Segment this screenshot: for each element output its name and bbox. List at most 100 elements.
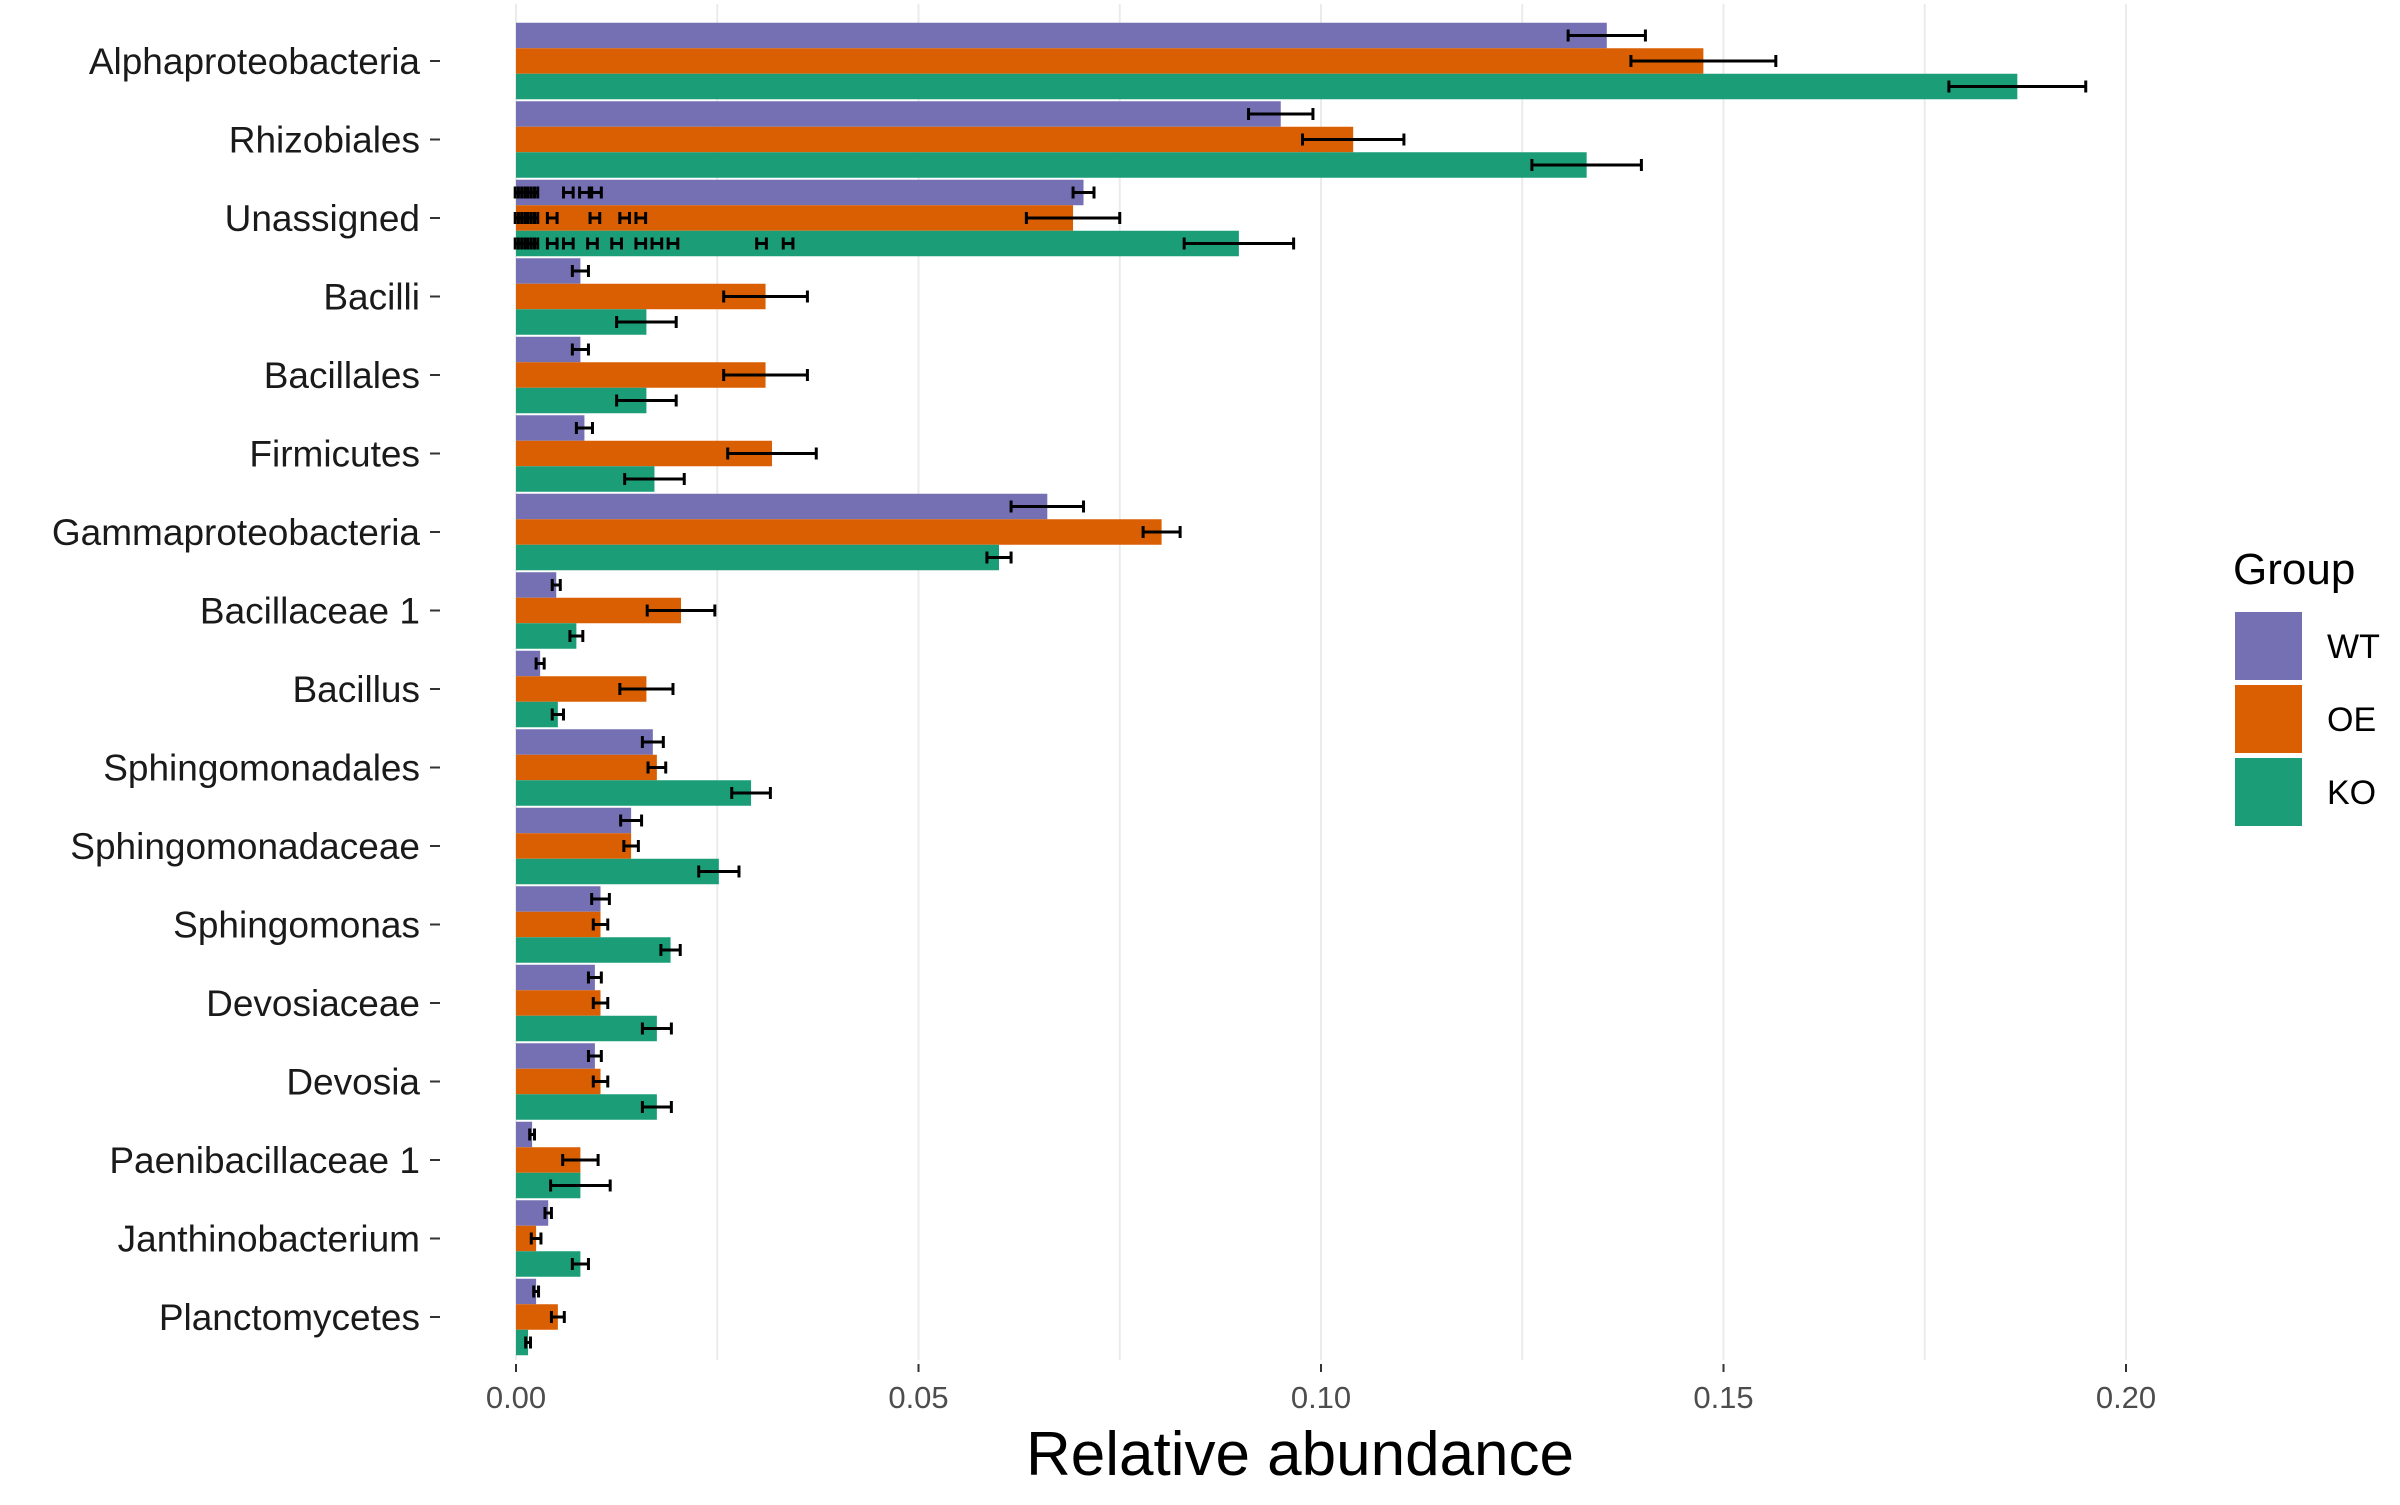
extra-error-bar-unassigned-oe xyxy=(618,212,632,224)
bar-devosia-oe xyxy=(516,1068,601,1095)
category-label-rhizobiales: Rhizobiales xyxy=(229,120,420,161)
error-bar-gammaproteobacteria-oe xyxy=(1141,526,1182,538)
error-bar-sphingomonadales-wt xyxy=(640,736,665,748)
category-label-sphingomonadaceae: Sphingomonadaceae xyxy=(70,826,420,867)
x-tick-label: 0.20 xyxy=(2096,1380,2156,1415)
bar-devosiaceae-wt xyxy=(516,964,595,991)
bar-paenibacillaceae-1-wt xyxy=(516,1121,533,1148)
legend-title: Group xyxy=(2233,545,2355,594)
legend-swatch-ko xyxy=(2235,758,2302,826)
x-tick-label: 0.15 xyxy=(1693,1380,1753,1415)
category-label-alphaproteobacteria: Alphaproteobacteria xyxy=(89,41,421,82)
extra-error-bar-unassigned-wt xyxy=(526,186,540,199)
bar-rhizobiales-ko xyxy=(516,152,1587,178)
x-axis-ticks: 0.00 0.05 0.10 0.15 0.20 xyxy=(486,1364,2156,1415)
error-bar-bacillus-oe xyxy=(618,683,675,695)
error-bar-janthinobacterium-wt xyxy=(543,1207,553,1219)
error-bars-layer xyxy=(513,29,2088,1349)
error-bar-alphaproteobacteria-oe xyxy=(1629,55,1778,67)
error-bar-sphingomonas-wt xyxy=(590,893,611,905)
category-label-sphingomonas: Sphingomonas xyxy=(173,905,420,946)
bar-sphingomonadaceae-oe xyxy=(516,833,632,859)
extra-error-bar-unassigned-ko xyxy=(526,237,540,250)
error-bar-bacillaceae-1-ko xyxy=(568,630,585,642)
bar-janthinobacterium-oe xyxy=(516,1225,537,1252)
bar-sphingomonadales-ko xyxy=(516,780,752,806)
category-label-bacillales: Bacillales xyxy=(264,355,420,396)
legend-swatch-oe xyxy=(2235,685,2302,753)
extra-error-bar-unassigned-wt xyxy=(590,186,603,199)
error-bar-janthinobacterium-ko xyxy=(570,1258,590,1270)
error-bar-rhizobiales-wt xyxy=(1247,108,1315,120)
bar-sphingomonas-wt xyxy=(516,886,601,912)
extra-error-bar-unassigned-wt xyxy=(561,186,575,199)
category-label-bacillaceae-1: Bacillaceae 1 xyxy=(200,591,420,632)
bar-devosiaceae-oe xyxy=(516,990,601,1016)
error-bar-devosia-wt xyxy=(586,1050,603,1062)
extra-error-bar-unassigned-ko xyxy=(634,237,648,250)
extra-error-bar-unassigned-ko xyxy=(666,237,680,250)
bar-gammaproteobacteria-wt xyxy=(516,493,1048,520)
bar-janthinobacterium-ko xyxy=(516,1251,581,1277)
legend-label-ko: KO xyxy=(2327,774,2376,812)
error-bar-gammaproteobacteria-wt xyxy=(1009,500,1086,513)
bar-unassigned-wt xyxy=(516,179,1084,206)
error-bar-bacilli-ko xyxy=(615,316,678,328)
bar-sphingomonas-ko xyxy=(516,937,671,963)
category-label-devosia: Devosia xyxy=(286,1062,420,1103)
bar-alphaproteobacteria-ko xyxy=(516,73,2018,100)
error-bar-alphaproteobacteria-ko xyxy=(1947,80,2088,93)
category-label-gammaproteobacteria: Gammaproteobacteria xyxy=(52,512,421,553)
bar-bacilli-wt xyxy=(516,258,581,284)
category-label-janthinobacterium: Janthinobacterium xyxy=(118,1219,420,1260)
bar-alphaproteobacteria-oe xyxy=(516,48,1704,74)
extra-error-bar-unassigned-ko xyxy=(561,237,575,250)
bar-bacillaceae-1-ko xyxy=(516,623,577,649)
bar-devosia-wt xyxy=(516,1043,595,1069)
extra-error-bar-unassigned-ko xyxy=(610,237,623,250)
error-bar-rhizobiales-oe xyxy=(1300,133,1406,146)
bar-sphingomonadales-oe xyxy=(516,754,657,781)
error-bar-planctomycetes-wt xyxy=(532,1285,541,1298)
extra-error-bar-unassigned-oe xyxy=(526,212,540,224)
error-bar-devosia-ko xyxy=(640,1101,673,1113)
extra-error-bar-unassigned-oe xyxy=(588,212,602,224)
category-label-firmicutes: Firmicutes xyxy=(249,434,420,475)
error-bar-unassigned-wt xyxy=(1071,186,1096,199)
error-bar-bacillus-ko xyxy=(550,708,565,721)
x-axis-title: Relative abundance xyxy=(1026,1420,1574,1489)
extra-error-bar-unassigned-ko xyxy=(650,237,664,250)
x-tick-label: 0.00 xyxy=(486,1380,546,1415)
error-bar-janthinobacterium-oe xyxy=(529,1232,543,1245)
bar-firmicutes-wt xyxy=(516,415,585,441)
error-bar-rhizobiales-ko xyxy=(1530,159,1643,171)
legend-items: WT OE KO xyxy=(2235,612,2380,826)
error-bar-planctomycetes-ko xyxy=(524,1336,532,1349)
bar-sphingomonas-oe xyxy=(516,911,601,938)
bar-sphingomonadaceae-ko xyxy=(516,858,719,885)
error-bar-sphingomonadales-ko xyxy=(730,787,772,799)
legend-label-wt: WT xyxy=(2327,628,2380,666)
error-bar-paenibacillaceae-1-oe xyxy=(561,1154,600,1166)
category-label-bacilli: Bacilli xyxy=(323,277,420,318)
bar-bacillales-wt xyxy=(516,336,581,363)
error-bar-paenibacillaceae-1-wt xyxy=(528,1128,537,1141)
category-label-bacillus: Bacillus xyxy=(293,669,421,710)
category-label-unassigned: Unassigned xyxy=(225,198,420,239)
error-bar-paenibacillaceae-1-ko xyxy=(549,1179,612,1192)
error-bar-firmicutes-ko xyxy=(623,473,686,485)
error-bar-sphingomonadaceae-wt xyxy=(619,814,644,827)
bar-devosiaceae-ko xyxy=(516,1015,657,1042)
legend: Group WT OE KO xyxy=(2233,545,2380,826)
error-bar-firmicutes-oe xyxy=(726,447,818,460)
error-bar-bacillaceae-1-oe xyxy=(645,604,717,617)
bar-planctomycetes-wt xyxy=(516,1278,537,1305)
category-label-devosiaceae: Devosiaceae xyxy=(206,983,420,1024)
bar-sphingomonadales-wt xyxy=(516,729,653,755)
error-bar-bacillales-ko xyxy=(615,394,678,407)
extra-error-bar-unassigned-oe xyxy=(634,212,648,224)
bars-layer xyxy=(516,22,2018,1356)
error-bar-sphingomonas-ko xyxy=(659,944,682,956)
error-bar-planctomycetes-oe xyxy=(549,1311,566,1323)
